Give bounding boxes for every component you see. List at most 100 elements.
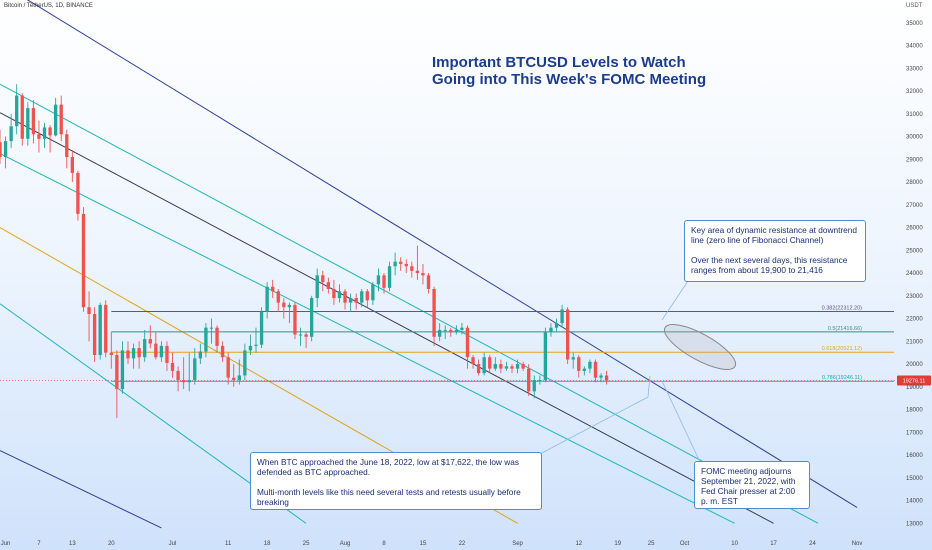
candle-37[interactable] [204,323,208,358]
candle-75[interactable] [415,245,420,280]
candle-46[interactable] [254,327,258,353]
candle-27[interactable] [148,325,152,349]
candle-21[interactable] [115,350,119,419]
candle-17[interactable] [92,307,97,362]
candle-1[interactable] [3,136,8,169]
candle-99[interactable] [549,323,553,337]
candle-64[interactable] [354,293,358,310]
candle-79[interactable] [437,323,442,342]
candle-62[interactable] [343,288,347,310]
candle-67[interactable] [371,282,375,305]
candle-98[interactable] [543,327,548,383]
candle-42[interactable] [232,364,236,387]
trend-line-6[interactable] [0,450,162,529]
candle-7[interactable] [37,120,41,153]
candle-22[interactable] [120,341,125,394]
candle-73[interactable] [404,259,408,274]
candle-91[interactable] [504,361,509,371]
candle-103[interactable] [571,352,575,369]
candle-68[interactable] [376,268,381,292]
candle-81[interactable] [449,327,453,337]
candle-11[interactable] [59,95,63,142]
candle-44[interactable] [243,343,247,380]
candle-34[interactable] [187,352,191,392]
candle-3[interactable] [15,84,19,135]
candle-106[interactable] [588,359,592,374]
candle-84[interactable] [465,325,470,369]
candle-2[interactable] [9,113,13,148]
candle-104[interactable] [577,354,581,378]
candle-66[interactable] [365,288,369,308]
candle-109[interactable] [604,370,609,385]
candle-94[interactable] [521,361,525,371]
candle-105[interactable] [582,366,587,376]
candle-97[interactable] [538,375,542,385]
candle-49[interactable] [271,279,275,299]
candle-25[interactable] [137,341,141,369]
candle-28[interactable] [154,332,158,360]
candle-5[interactable] [26,102,30,146]
candle-101[interactable] [560,304,564,328]
candle-107[interactable] [593,359,598,383]
candle-19[interactable] [104,300,108,358]
candle-56[interactable] [309,295,314,342]
candle-74[interactable] [410,261,414,278]
candle-36[interactable] [198,343,203,365]
candle-41[interactable] [226,352,230,385]
candle-78[interactable] [432,286,436,346]
candle-31[interactable] [170,352,175,378]
candle-93[interactable] [515,359,520,374]
candle-65[interactable] [360,288,364,308]
candle-33[interactable] [181,357,186,390]
candle-35[interactable] [193,348,197,385]
candle-71[interactable] [393,252,397,276]
candle-89[interactable] [493,357,497,371]
candle-8[interactable] [42,122,47,148]
candle-77[interactable] [426,273,431,294]
candle-63[interactable] [348,293,353,312]
candle-26[interactable] [143,329,147,362]
trend-line-3[interactable] [0,153,735,524]
candle-0[interactable] [0,129,2,164]
candle-47[interactable] [259,307,264,349]
candle-48[interactable] [265,282,269,319]
candle-39[interactable] [215,325,219,353]
candle-83[interactable] [460,323,464,335]
candle-76[interactable] [421,263,425,285]
candle-69[interactable] [382,273,386,294]
candle-58[interactable] [321,270,325,292]
candle-96[interactable] [532,375,536,399]
candle-86[interactable] [476,359,481,376]
candle-45[interactable] [248,334,253,355]
candle-40[interactable] [220,341,225,362]
candle-108[interactable] [599,373,603,383]
candle-55[interactable] [304,332,308,349]
candle-14[interactable] [76,170,80,221]
candle-29[interactable] [159,341,164,362]
candle-102[interactable] [565,307,570,365]
candle-18[interactable] [98,302,102,360]
candle-53[interactable] [293,302,297,340]
candle-23[interactable] [126,341,130,365]
candle-82[interactable] [454,325,459,335]
trend-line-1[interactable] [0,83,819,524]
candle-9[interactable] [48,125,52,153]
candle-92[interactable] [510,364,514,374]
trend-line-2[interactable] [0,112,774,524]
candle-20[interactable] [109,332,113,369]
candle-43[interactable] [237,359,241,385]
candle-88[interactable] [488,354,492,374]
candle-4[interactable] [20,93,24,146]
candle-59[interactable] [326,277,331,294]
candle-70[interactable] [387,261,392,292]
candle-60[interactable] [332,279,336,305]
candle-38[interactable] [209,318,214,344]
candle-72[interactable] [399,257,403,271]
candle-13[interactable] [70,150,75,183]
candle-32[interactable] [176,366,180,392]
candle-90[interactable] [499,359,503,374]
candle-30[interactable] [165,341,169,371]
candle-95[interactable] [527,364,531,396]
candle-10[interactable] [53,97,58,137]
candle-12[interactable] [65,129,69,169]
